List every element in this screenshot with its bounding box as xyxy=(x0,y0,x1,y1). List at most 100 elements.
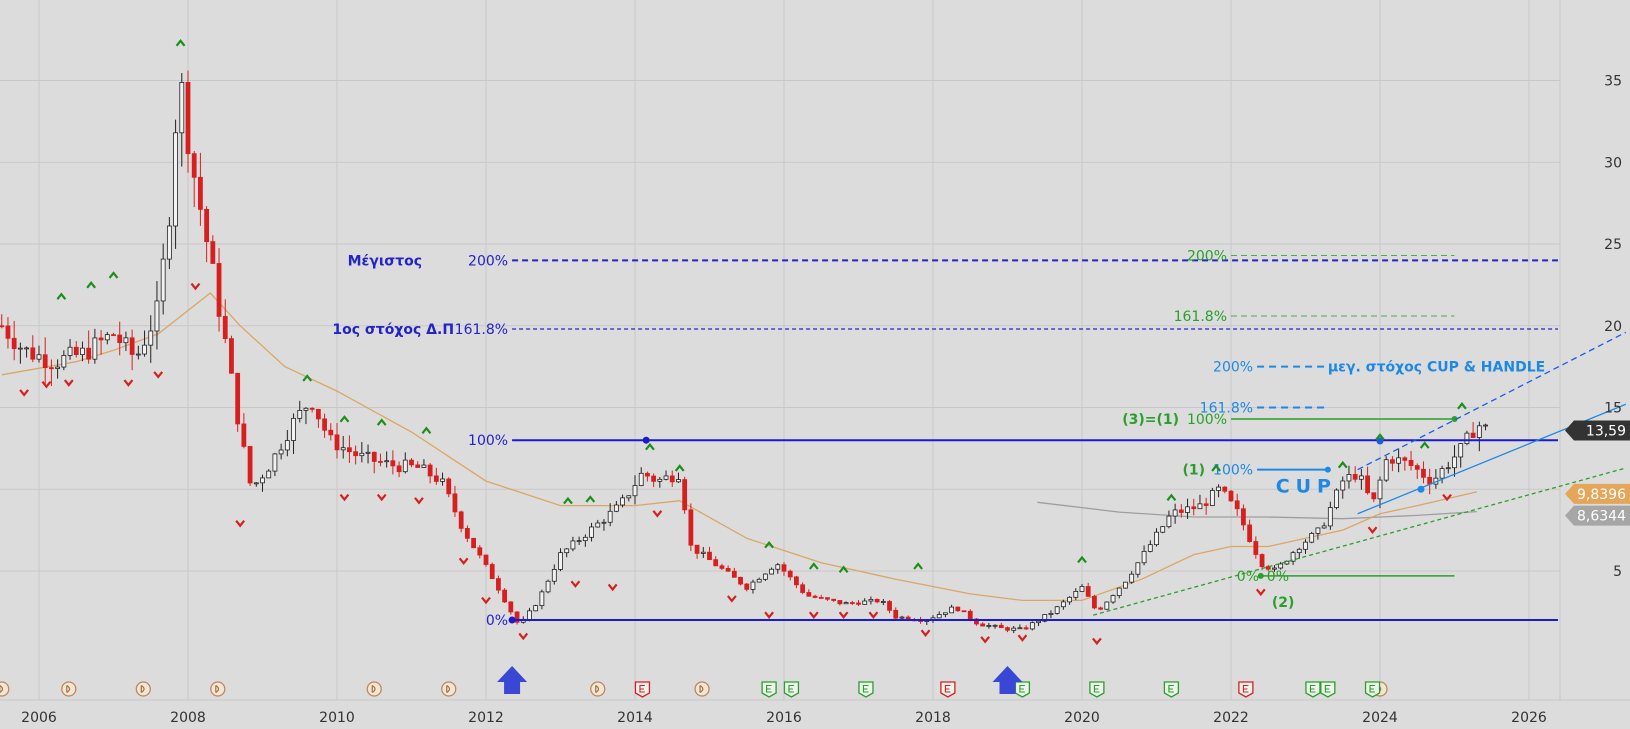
candle-up xyxy=(943,612,948,615)
earnings-glyph xyxy=(944,684,951,693)
candle-down xyxy=(1241,508,1246,526)
earnings-glyph xyxy=(1093,684,1100,693)
candle-up xyxy=(769,568,774,575)
candle-up xyxy=(1327,507,1333,527)
x-tick-label: 2024 xyxy=(1362,710,1398,726)
candle-up xyxy=(160,258,166,302)
candle-down xyxy=(688,509,694,546)
candle-up xyxy=(1483,424,1488,427)
candle-down xyxy=(390,460,396,467)
candle-up xyxy=(148,330,154,346)
earnings-glyph xyxy=(1309,684,1316,693)
candle-up xyxy=(750,581,756,590)
dividend-marker[interactable] xyxy=(135,681,151,697)
candle-up xyxy=(24,347,29,350)
candle-down xyxy=(371,451,377,462)
swing-high-marker xyxy=(838,565,849,573)
candle-up xyxy=(700,551,706,554)
candle-down xyxy=(204,208,210,243)
dividend-marker[interactable] xyxy=(441,681,457,697)
candle-up xyxy=(1321,525,1327,529)
candle-up xyxy=(1296,548,1302,554)
candle-up xyxy=(1340,480,1346,491)
swing-high-marker xyxy=(764,540,774,549)
candle-down xyxy=(1414,465,1420,470)
fib-level-label: 161.8% xyxy=(455,322,508,338)
candle-up xyxy=(576,540,582,543)
swing-high-marker xyxy=(56,292,67,300)
candle-down xyxy=(117,334,123,344)
candle-up xyxy=(179,82,185,134)
candle-down xyxy=(409,459,414,466)
dividend-glyph xyxy=(140,684,145,694)
candle-down xyxy=(1259,554,1265,568)
candle-down xyxy=(216,263,222,317)
trend-anchor xyxy=(1376,437,1384,445)
candle-up xyxy=(899,616,905,619)
swing-low-marker xyxy=(518,632,529,641)
dividend-marker[interactable] xyxy=(694,681,710,697)
event-markers xyxy=(0,666,1388,698)
candle-down xyxy=(1228,490,1234,502)
y-tick-label: 15 xyxy=(1604,401,1622,417)
swing-low-marker xyxy=(652,510,663,518)
swing-high-marker xyxy=(1337,460,1348,469)
candle-up xyxy=(1377,479,1383,500)
dividend-marker[interactable] xyxy=(366,681,382,697)
dividend-marker[interactable] xyxy=(210,681,226,697)
candle-up xyxy=(1315,527,1321,534)
earnings-glyph xyxy=(1369,684,1376,693)
swing-high-marker xyxy=(674,464,685,472)
candle-down xyxy=(483,554,489,565)
dividend-marker[interactable] xyxy=(61,681,77,697)
candle-down xyxy=(731,570,737,578)
candle-up xyxy=(1476,425,1482,438)
y-tick-label: 35 xyxy=(1604,74,1622,90)
candle-down xyxy=(1352,474,1358,480)
axes: 2006 2008 2010 2012 2014 2016 2018 2020 2022 2024… xyxy=(21,74,1622,727)
swing-high-marker xyxy=(1419,441,1430,449)
dividend-marker[interactable] xyxy=(590,681,606,697)
candle-down xyxy=(322,418,327,431)
candle-up xyxy=(862,600,868,605)
green-fib-label: 0% xyxy=(1237,569,1259,585)
candle-down xyxy=(315,408,321,420)
candle-down xyxy=(1234,500,1240,510)
candle-up xyxy=(92,337,98,360)
candle-up xyxy=(607,510,613,523)
candle-up xyxy=(1116,587,1122,596)
candle-down xyxy=(446,478,452,495)
candle-up xyxy=(775,564,781,570)
candle-down xyxy=(452,493,458,513)
candle-up xyxy=(1272,567,1277,570)
candle-up xyxy=(1079,586,1085,592)
candle-down xyxy=(893,609,899,619)
candle-up xyxy=(260,477,265,484)
candle-down xyxy=(887,601,892,611)
fib-anchor-point xyxy=(642,436,650,444)
price-badge xyxy=(1565,483,1630,504)
swing-high-marker xyxy=(1457,402,1467,410)
swing-low-marker xyxy=(339,493,350,502)
candle-up xyxy=(384,460,390,463)
candle-down xyxy=(247,446,253,484)
dividend-marker[interactable] xyxy=(0,681,10,697)
x-tick-label: 2022 xyxy=(1213,710,1249,726)
dividend-glyph xyxy=(66,684,71,694)
swing-low-marker xyxy=(481,596,491,605)
candle-up xyxy=(638,472,644,487)
candle-down xyxy=(222,315,228,340)
swing-low-marker xyxy=(414,497,424,505)
candle-down xyxy=(967,610,973,620)
candle-up xyxy=(67,346,73,356)
candle-up xyxy=(123,337,129,344)
green-fib-anchor xyxy=(1257,572,1264,579)
candle-up xyxy=(1439,468,1445,479)
swing-low-marker xyxy=(41,381,52,389)
swing-low-marker xyxy=(764,611,774,620)
candle-down xyxy=(11,337,17,350)
candle-down xyxy=(30,347,36,360)
swing-low-marker xyxy=(1367,526,1378,534)
candle-down xyxy=(1098,607,1104,610)
